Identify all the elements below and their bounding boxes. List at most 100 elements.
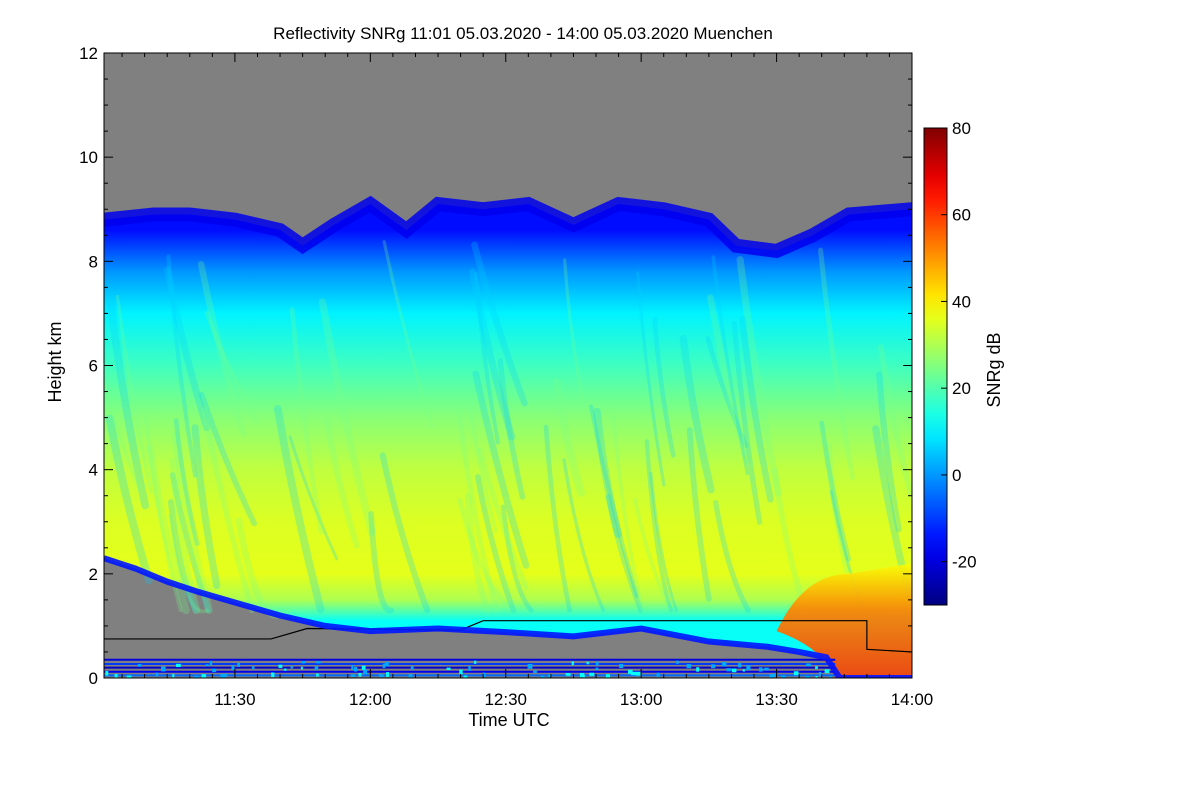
clutter-speckle xyxy=(363,669,368,675)
chart-title: Reflectivity SNRg 11:01 05.03.2020 - 14:… xyxy=(273,24,773,43)
clutter-speckle xyxy=(446,667,451,670)
clutter-speckle xyxy=(201,674,207,678)
clutter-speckle xyxy=(565,673,571,676)
fall-streak xyxy=(166,254,198,478)
clutter-speckle xyxy=(351,674,356,677)
clutter-speckle xyxy=(824,669,830,674)
fall-streak xyxy=(105,414,153,585)
clutter-speckle xyxy=(527,663,533,669)
fall-streak xyxy=(471,241,528,407)
clutter-speckle xyxy=(212,668,217,673)
fall-streak xyxy=(198,391,258,527)
fall-streak xyxy=(318,298,376,537)
clutter-speckle xyxy=(137,664,142,667)
clutter-speckle xyxy=(278,664,283,668)
clutter-speckle xyxy=(114,673,118,678)
cloud-reflectivity-region xyxy=(104,204,912,678)
clutter-speckle xyxy=(532,670,537,673)
fall-streak xyxy=(457,497,516,613)
fall-streak xyxy=(679,334,715,494)
fall-streak xyxy=(593,407,623,539)
clutter-speckle xyxy=(378,673,382,677)
y-tick-label: 2 xyxy=(89,565,98,584)
fall-streak xyxy=(652,316,676,458)
clutter-speckle xyxy=(627,669,633,674)
clutter-speckle xyxy=(805,675,810,678)
y-tick-label: 10 xyxy=(79,148,98,167)
fall-streak xyxy=(819,420,852,562)
fall-streak xyxy=(382,240,434,428)
clutter-speckle xyxy=(172,673,175,678)
clutter-speckle xyxy=(459,669,463,675)
clutter-speckle xyxy=(686,664,691,669)
clutter-speckle xyxy=(769,674,774,678)
fall-streak xyxy=(649,471,678,612)
clutter-speckle xyxy=(815,666,818,669)
fall-streak xyxy=(324,417,360,549)
clutter-speckle xyxy=(696,667,700,672)
clutter-speckle xyxy=(231,665,235,670)
fall-streak xyxy=(477,447,529,590)
clutter-speckle xyxy=(380,674,384,678)
clutter-speckle xyxy=(105,671,109,676)
x-tick-label: 12:00 xyxy=(349,690,392,709)
fall-streak xyxy=(204,310,258,424)
fall-streak xyxy=(115,294,153,494)
fall-streak xyxy=(173,418,200,546)
clutter-speckle xyxy=(300,666,303,670)
clutter-speckle xyxy=(571,661,574,666)
fall-streak xyxy=(466,394,498,533)
fall-streak xyxy=(878,344,912,499)
fall-streak xyxy=(500,504,534,613)
fall-streak xyxy=(611,413,645,613)
x-tick-label: 13:30 xyxy=(755,690,798,709)
colorbar-tick-label: 80 xyxy=(952,119,971,138)
clutter-speckle xyxy=(746,665,751,671)
fall-streak xyxy=(456,411,500,613)
clutter-speckle xyxy=(630,671,636,676)
fall-streak xyxy=(472,370,530,569)
clutter-speckle xyxy=(793,671,799,676)
y-tick-label: 4 xyxy=(89,461,98,480)
clutter-speckle xyxy=(209,660,213,666)
clutter-speckle xyxy=(468,666,471,671)
clutter-speckle xyxy=(386,672,390,677)
fall-streak xyxy=(562,458,606,613)
fall-streak xyxy=(289,307,324,535)
clutter-speckle xyxy=(224,673,228,677)
clutter-speckle xyxy=(605,674,611,678)
clutter-speckle xyxy=(316,661,321,664)
fall-streak xyxy=(169,457,201,615)
clutter-speckle xyxy=(722,662,727,667)
fall-streak xyxy=(143,414,183,613)
plot-area xyxy=(104,53,912,678)
cloud-top-fringe xyxy=(104,195,912,259)
y-axis-label: Height km xyxy=(45,321,65,402)
fall-streak xyxy=(713,500,751,613)
fall-streak xyxy=(368,510,395,614)
clutter-speckle xyxy=(160,666,166,672)
fall-streak xyxy=(475,474,517,614)
clutter-speckle xyxy=(618,663,624,669)
clutter-speckle xyxy=(482,672,486,678)
cloud-base-fringe xyxy=(104,555,912,678)
fall-streak xyxy=(379,452,431,614)
x-tick-label: 11:30 xyxy=(214,690,255,709)
x-tick-label: 14:00 xyxy=(891,690,934,709)
fall-streak xyxy=(197,261,247,437)
fall-streak xyxy=(543,424,572,613)
x-tick-label: 13:00 xyxy=(620,690,663,709)
fall-streak xyxy=(876,371,902,533)
clutter-speckle xyxy=(474,660,477,664)
colorbar-tick-label: 0 xyxy=(952,466,961,485)
fall-streaks xyxy=(104,240,912,619)
clutter-speckle xyxy=(382,663,386,669)
fall-streak xyxy=(705,335,749,449)
fall-streak xyxy=(104,380,141,489)
fall-streak xyxy=(589,404,639,598)
ground-clutter xyxy=(104,658,836,678)
clutter-speckle xyxy=(354,666,358,672)
x-axis-label: Time UTC xyxy=(468,710,549,730)
clutter-speckle xyxy=(586,661,589,665)
